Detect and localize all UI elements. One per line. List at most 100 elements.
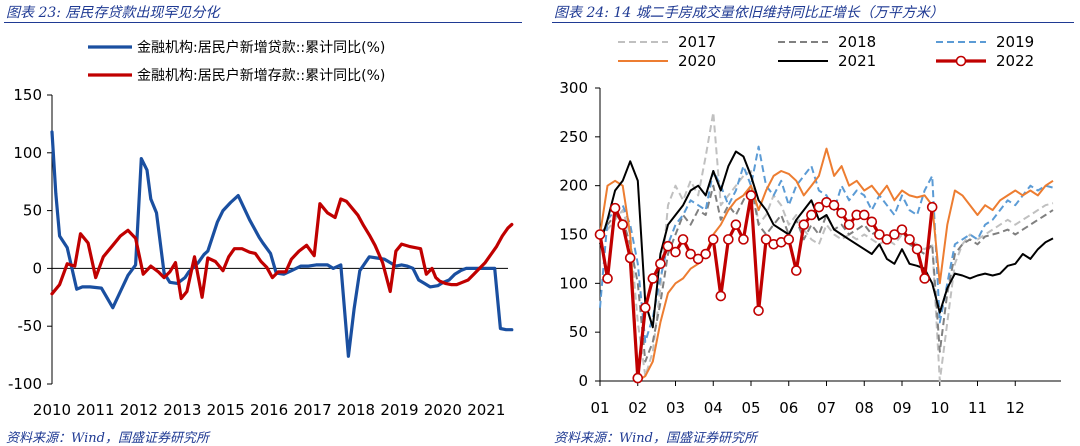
right-x-tick-label: 03: [666, 399, 685, 417]
left-x-tick-label: 2020: [424, 401, 462, 419]
right-y-tick-label: 100: [559, 274, 588, 292]
left-source-note: 资料来源：Wind，国盛证券研究所: [6, 431, 209, 446]
left-x-tick-label: 2012: [120, 401, 158, 419]
right-series-marker-2022: [904, 234, 915, 245]
right-series-marker-2022: [624, 252, 636, 264]
right-chart: 300 250 200 150 100 50 001 02 03 04 05 06 07 08 09 10 11…: [559, 33, 1061, 417]
right-x-tick-label: 02: [628, 399, 647, 417]
left-x-tick-label: 2018: [337, 401, 375, 419]
right-series-marker-2022: [881, 234, 893, 245]
left-legend-label: 金融机构:居民户新增存款::累计同比(%): [137, 67, 385, 84]
left-x-tick-label: 2019: [380, 401, 418, 419]
right-series-marker-2022: [594, 229, 606, 240]
right-series-marker-2022: [783, 234, 795, 245]
right-series-marker-2022: [753, 305, 764, 316]
right-series-marker-2022: [738, 234, 749, 245]
left-title-rule: [4, 22, 522, 23]
right-series-marker-2022: [655, 258, 666, 270]
right-x-tick-label: 05: [741, 399, 760, 417]
right-legend-label: 2020: [678, 52, 716, 70]
right-series-marker-2022: [874, 229, 885, 240]
right-series-marker-2022: [911, 243, 923, 255]
right-series-marker-2022: [707, 234, 719, 245]
right-chart-panel: 图表 24: 14 城二手房成交量依旧维持同比正增长（万平方米） 300 250 2…: [548, 0, 1080, 446]
right-series-marker-2022: [670, 246, 681, 258]
right-series-marker-2022: [889, 229, 900, 240]
left-series-line-1: [50, 197, 514, 301]
right-series-marker-2022: [798, 219, 810, 231]
right-series-marker-2022: [662, 240, 674, 252]
right-y-tick-label: 50: [569, 323, 588, 341]
right-legend-label: 2022: [996, 52, 1034, 70]
right-x-tick-label: 11: [968, 399, 987, 417]
right-series-marker-2022: [926, 201, 938, 213]
right-series-marker-2022: [843, 219, 855, 231]
right-x-tick-label: 06: [779, 399, 798, 417]
right-chart-title: 图表 24: 14 城二手房成交量依旧维持同比正增长（万平方米）: [554, 5, 944, 21]
right-series-marker-2022: [617, 219, 628, 231]
right-x-tick-label: 01: [590, 399, 609, 417]
right-y-tick-label: 300: [559, 79, 588, 97]
left-chart-title: 图表 23: 居民存贷款出现罕见分化: [6, 5, 220, 21]
right-series-line-2019: [599, 145, 1054, 343]
left-x-tick-label: 2015: [207, 401, 245, 419]
right-series-marker-2022: [896, 224, 908, 235]
left-x-tick-label: 2013: [163, 401, 201, 419]
right-series-marker-2022: [730, 219, 742, 231]
right-series-line-2018: [599, 184, 1054, 363]
right-title-rule: [552, 22, 1074, 23]
left-x-tick-label: 2011: [76, 401, 114, 419]
right-legend-label: 2018: [838, 33, 876, 51]
right-series-marker-2022: [836, 207, 847, 219]
right-series-line-2017: [599, 111, 1054, 382]
right-series-marker-2022: [745, 190, 757, 201]
left-y-tick-label: -100: [8, 375, 42, 393]
left-y-tick-label: 150: [13, 86, 42, 104]
right-series-marker-2022: [685, 248, 696, 260]
left-y-tick-label: 100: [13, 144, 42, 162]
right-x-tick-label: 10: [930, 399, 949, 417]
right-x-tick-label: 08: [855, 399, 874, 417]
right-series-marker-2022: [806, 209, 817, 221]
left-x-tick-label: 2010: [33, 401, 71, 419]
left-y-tick-label: -50: [18, 317, 43, 335]
right-series-marker-2022: [692, 253, 704, 265]
right-series-marker-2022: [919, 273, 930, 284]
right-x-tick-label: 12: [1006, 399, 1025, 417]
right-legend-label: 2017: [678, 33, 716, 51]
left-legend-label: 金融机构:居民户新增贷款::累计同比(%): [137, 39, 385, 56]
right-series-marker-2022: [632, 372, 644, 384]
right-series-marker-2022: [828, 199, 840, 211]
right-legend-marker: [955, 55, 967, 67]
left-x-tick-label: 2016: [250, 401, 288, 419]
right-legend-label: 2021: [838, 52, 876, 70]
right-series-marker-2022: [791, 265, 802, 276]
right-x-tick-label: 07: [817, 399, 836, 417]
right-series-marker-2022: [677, 234, 689, 245]
right-x-tick-label: 04: [704, 399, 723, 417]
left-chart-panel: 图表 23: 居民存贷款出现罕见分化 150 100 50 0 -50 -100 2010 2…: [0, 0, 528, 446]
right-series-marker-2022: [647, 273, 659, 284]
right-series-marker-2022: [813, 201, 825, 213]
right-series-marker-2022: [700, 248, 711, 260]
right-series-marker-2022: [609, 202, 621, 214]
right-series-marker-2022: [640, 302, 651, 314]
left-x-tick-label: 2021: [467, 401, 505, 419]
left-y-tick-label: 0: [32, 259, 42, 277]
right-series-line-2020: [599, 147, 1054, 382]
right-series-marker-2022: [715, 290, 727, 302]
left-x-tick-label: 2017: [293, 401, 331, 419]
left-chart: 150 100 50 0 -50 -100 2010 2011 2012 2013 2015 2016…: [8, 39, 514, 419]
right-x-tick-label: 09: [892, 399, 911, 417]
right-y-tick-label: 150: [559, 226, 588, 244]
right-series-marker-2022: [858, 209, 870, 221]
right-series-marker-2022: [866, 216, 878, 228]
right-y-tick-label: 200: [559, 177, 588, 195]
right-series-marker-2022: [760, 234, 772, 245]
right-series-marker-2022: [723, 234, 734, 245]
right-source-note: 资料来源：Wind，国盛证券研究所: [554, 431, 757, 446]
right-series-line-2021: [599, 150, 1054, 329]
right-y-tick-label: 250: [559, 128, 588, 146]
left-y-tick-label: 50: [23, 202, 42, 220]
right-series-marker-2022: [602, 273, 613, 284]
